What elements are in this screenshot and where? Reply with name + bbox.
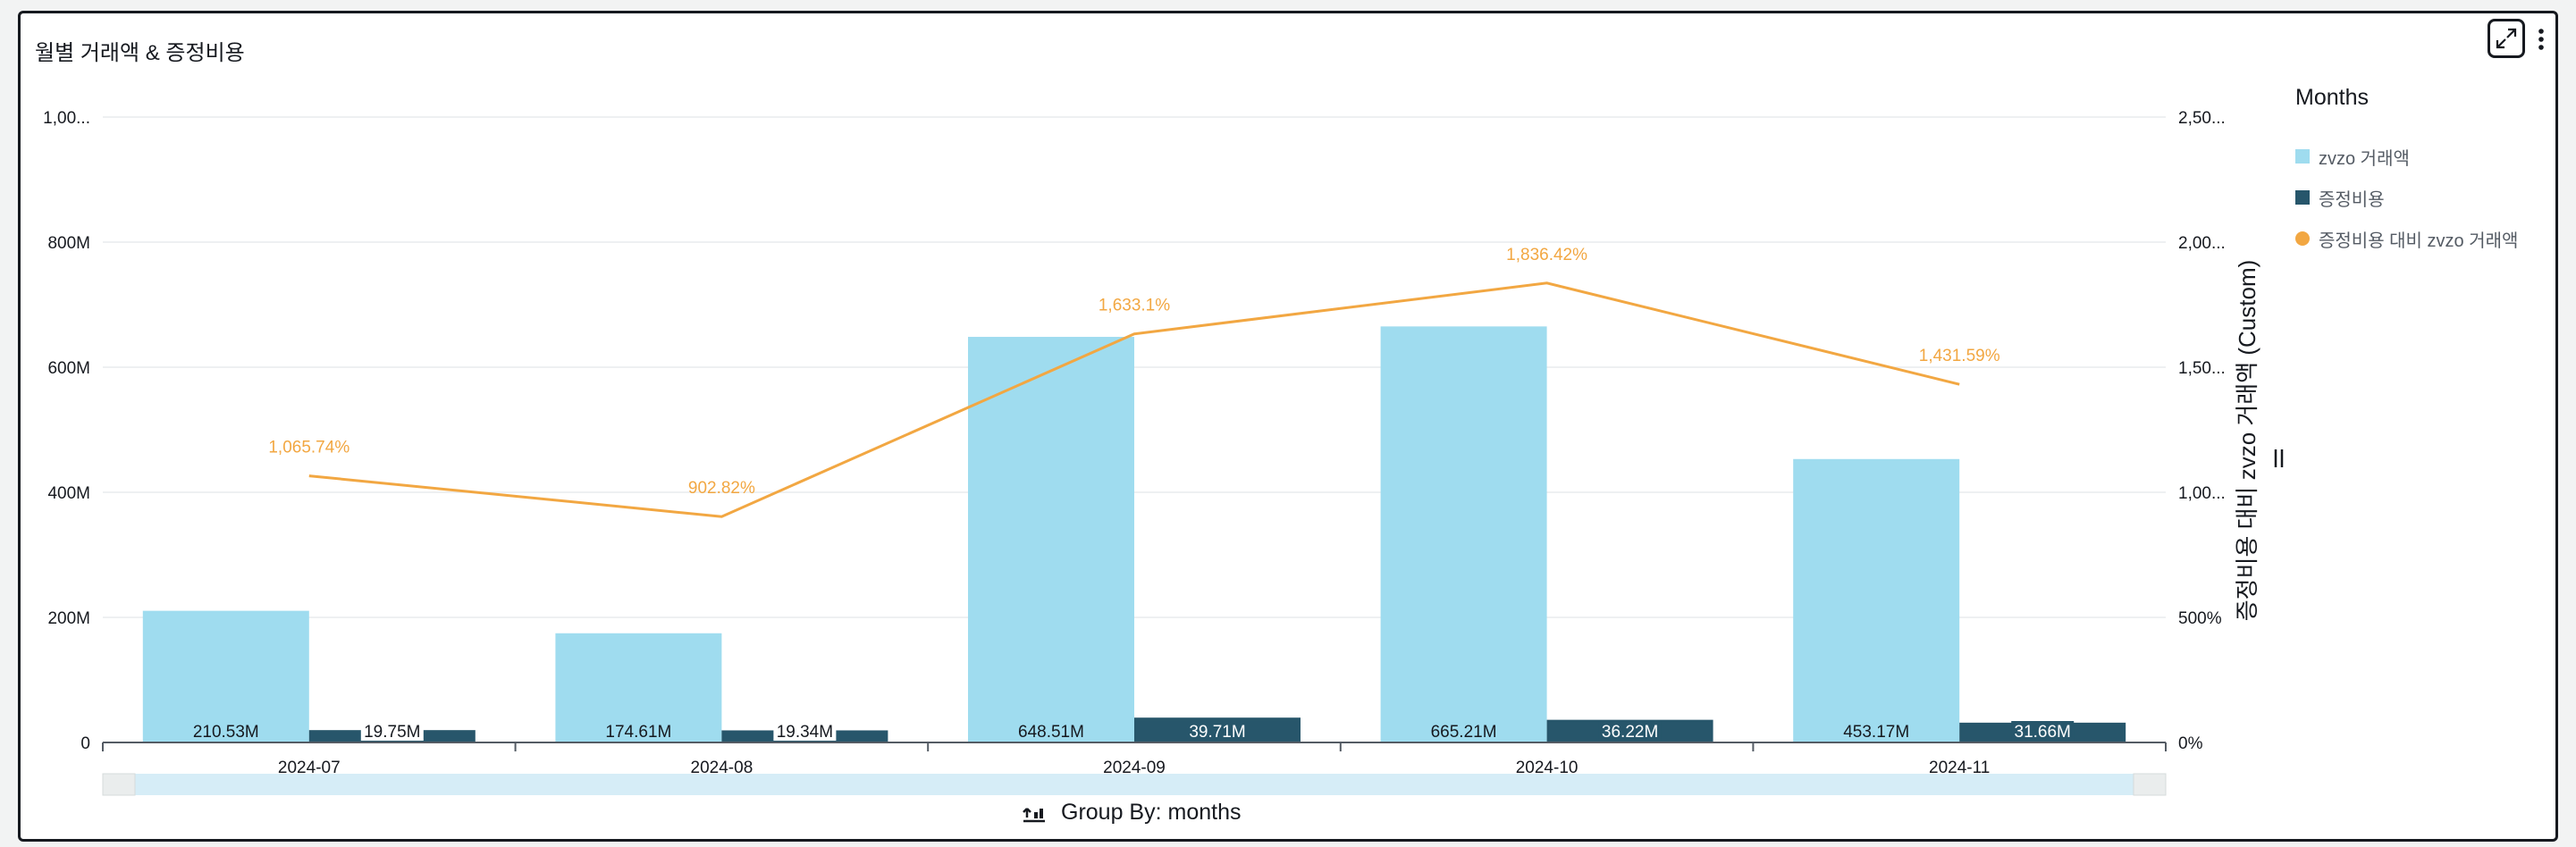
bar-gift-cost-label: 19.75M <box>364 723 420 742</box>
bar-gift-cost-label: 36.22M <box>1602 723 1658 742</box>
legend-swatch-ratio <box>2295 231 2310 246</box>
x-tick-label: 2024-11 <box>1929 759 1990 777</box>
chart-title: 월별 거래액 & 증정비용 <box>35 41 245 65</box>
bar-transaction <box>142 610 309 742</box>
y-left-tick-label: 1,00... <box>43 109 90 128</box>
range-slider-left-handle[interactable] <box>102 773 136 796</box>
bar-gift-cost-label-bg <box>773 721 837 741</box>
legend-swatch-gift-cost <box>2295 190 2310 205</box>
y-right-tick-label: 1,00... <box>2178 484 2226 503</box>
bar-gift-cost-label-bg <box>1186 721 1249 741</box>
bar-gift-cost-label-bg <box>2011 721 2075 741</box>
bar-transaction-label: 648.51M <box>1018 723 1084 742</box>
group-by-label: Group By: months <box>1061 800 1242 825</box>
group-by-control[interactable]: Group By: months <box>1022 800 1241 826</box>
range-slider-right-handle[interactable] <box>2133 773 2167 796</box>
x-tick-label: 2024-08 <box>691 759 753 777</box>
expand-icon <box>2496 28 2517 49</box>
group-by-icon <box>1023 807 1045 822</box>
bar-transaction-label: 665.21M <box>1431 723 1497 742</box>
bar-transaction-label: 174.61M <box>605 723 671 742</box>
y-right-tick-label: 2,50... <box>2178 109 2226 128</box>
legend-label: zvzo 거래액 <box>2319 148 2410 169</box>
y-left-tick-label: 600M <box>47 359 90 378</box>
x-tick-label: 2024-07 <box>278 759 341 777</box>
chart-card: 월별 거래액 & 증정비용 0 0% 200M 500% 400M 1,00... 600M… <box>18 11 2558 842</box>
range-slider-track[interactable] <box>103 774 2166 795</box>
bar-gift-cost-label: 19.34M <box>777 723 833 742</box>
y-right-tick-label: 500% <box>2178 609 2222 628</box>
legend-item-gift-cost[interactable]: 증정비용 <box>2295 177 2518 218</box>
y-right-tick-label: 2,00... <box>2178 234 2226 253</box>
bar-transaction-label: 453.17M <box>1843 723 1909 742</box>
x-tick-label: 2024-09 <box>1103 759 1166 777</box>
legend-title: Months <box>2295 85 2369 110</box>
line-ratio-label: 1,431.59% <box>1919 347 2000 365</box>
chart-plot: 0 0% 200M 500% 400M 1,00... 600M 1,50... 800M 2,0… <box>43 109 2284 796</box>
bar-transaction <box>1380 326 1547 742</box>
line-ratio-label: 902.82% <box>688 479 755 498</box>
bar-transaction <box>968 337 1134 742</box>
resize-handle-icon[interactable] <box>2274 449 2284 467</box>
bar-transaction <box>555 633 722 742</box>
bar-transaction-label: 210.53M <box>193 723 259 742</box>
legend-label: 증정비용 <box>2319 189 2385 210</box>
y-right-tick-label: 1,50... <box>2178 359 2226 378</box>
more-vertical-icon <box>2538 29 2544 50</box>
expand-button[interactable] <box>2488 19 2525 58</box>
y-right-axis-title: 증정비용 대비 zvzo 거래액 (Custom) <box>2234 260 2260 622</box>
y-right-tick-label: 0% <box>2178 734 2203 753</box>
bar-gift-cost-label-bg <box>360 721 424 741</box>
bar-gift-cost-label: 31.66M <box>2015 723 2071 742</box>
bar-gift-cost-label: 39.71M <box>1189 723 1245 742</box>
chart-legend: Months zvzo 거래액 증정비용 증정비용 대비 zvzo 거래액 <box>2295 85 2518 259</box>
y-left-tick-label: 200M <box>47 609 90 628</box>
legend-item-ratio[interactable]: 증정비용 대비 zvzo 거래액 <box>2295 218 2518 259</box>
more-options-button[interactable] <box>2529 22 2554 56</box>
y-left-tick-label: 400M <box>47 484 90 503</box>
legend-swatch-transaction <box>2295 149 2310 164</box>
line-ratio <box>308 281 1960 518</box>
bar-transaction <box>1793 458 1960 742</box>
y-left-tick-label: 0 <box>80 734 90 753</box>
x-tick-label: 2024-10 <box>1516 759 1578 777</box>
legend-label: 증정비용 대비 zvzo 거래액 <box>2319 231 2519 251</box>
bar-gift-cost-label-bg <box>1598 721 1662 741</box>
line-ratio-label: 1,633.1% <box>1099 297 1170 315</box>
line-ratio-label: 1,836.42% <box>1506 246 1587 264</box>
legend-item-transaction[interactable]: zvzo 거래액 <box>2295 136 2518 177</box>
y-left-tick-label: 800M <box>47 234 90 253</box>
line-ratio-label: 1,065.74% <box>268 439 349 457</box>
